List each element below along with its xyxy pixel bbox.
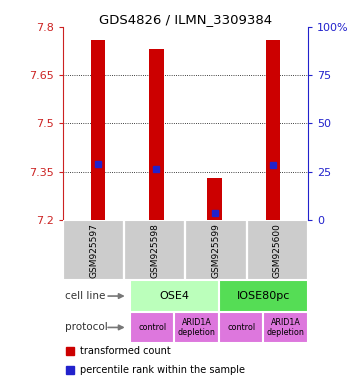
Bar — [207, 178, 222, 220]
Bar — [186, 220, 247, 280]
Bar — [124, 220, 186, 280]
Bar — [174, 312, 219, 343]
Text: GSM925600: GSM925600 — [273, 223, 282, 278]
Bar — [63, 220, 124, 280]
Bar — [149, 50, 164, 220]
Text: ARID1A
depletion: ARID1A depletion — [178, 318, 216, 337]
Text: transformed count: transformed count — [80, 346, 171, 356]
Text: GSM925598: GSM925598 — [150, 223, 159, 278]
Text: control: control — [138, 323, 166, 332]
Text: OSE4: OSE4 — [159, 291, 189, 301]
Bar — [130, 280, 219, 312]
Bar — [266, 40, 280, 220]
Bar — [219, 312, 264, 343]
Text: GSM925599: GSM925599 — [212, 223, 220, 278]
Text: control: control — [227, 323, 255, 332]
Bar — [247, 220, 308, 280]
Text: ARID1A
depletion: ARID1A depletion — [267, 318, 304, 337]
Text: protocol: protocol — [65, 323, 108, 333]
Bar — [130, 312, 174, 343]
Title: GDS4826 / ILMN_3309384: GDS4826 / ILMN_3309384 — [99, 13, 272, 26]
Text: cell line: cell line — [65, 291, 106, 301]
Text: percentile rank within the sample: percentile rank within the sample — [80, 365, 245, 375]
Bar — [264, 312, 308, 343]
Bar — [219, 280, 308, 312]
Text: IOSE80pc: IOSE80pc — [237, 291, 290, 301]
Bar — [91, 40, 105, 220]
Text: GSM925597: GSM925597 — [89, 223, 98, 278]
